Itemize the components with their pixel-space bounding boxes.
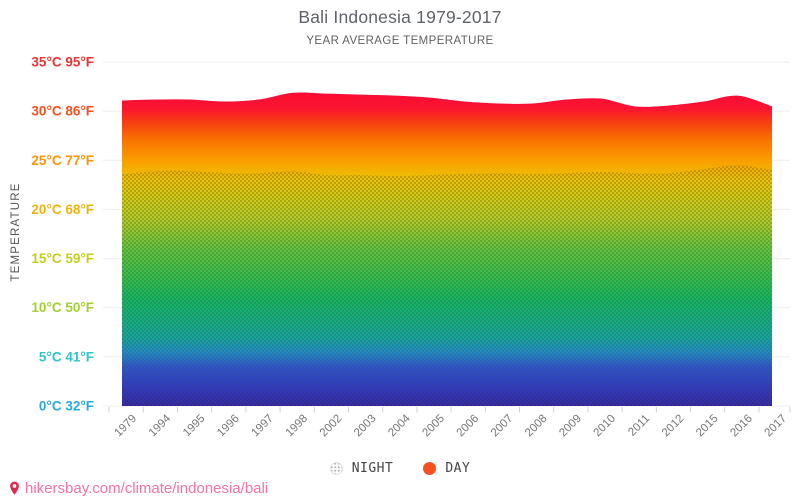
y-axis-label-15c: 15°C 59°F bbox=[31, 251, 94, 266]
x-axis-label-1998: 1998 bbox=[284, 413, 311, 440]
x-axis-label-2002: 2002 bbox=[318, 413, 345, 440]
night-swatch-icon bbox=[329, 462, 343, 475]
y-axis-label-5c: 5°C 41°F bbox=[39, 349, 94, 364]
x-axis-label-1996: 1996 bbox=[215, 413, 242, 440]
y-axis-label-25c: 25°C 77°F bbox=[31, 153, 94, 168]
x-axis-label-2008: 2008 bbox=[523, 413, 550, 440]
chart-legend: NIGHT DAY bbox=[0, 461, 800, 476]
day-swatch-icon bbox=[423, 462, 437, 475]
y-axis-label-30c: 30°C 86°F bbox=[31, 104, 94, 119]
legend-item-night[interactable]: NIGHT bbox=[329, 461, 394, 476]
footer-link-text: hikersbay.com/climate/indonesia/bali bbox=[25, 480, 269, 497]
y-axis-label-10c: 10°C 50°F bbox=[31, 300, 94, 315]
x-axis-label-2016: 2016 bbox=[728, 413, 755, 440]
location-pin-icon bbox=[10, 481, 19, 495]
legend-label-day: DAY bbox=[445, 461, 471, 476]
x-axis-label-2003: 2003 bbox=[352, 413, 379, 440]
x-axis-label-2017: 2017 bbox=[763, 413, 790, 440]
x-axis-label-1994: 1994 bbox=[147, 412, 174, 439]
x-axis-label-2007: 2007 bbox=[489, 413, 516, 440]
y-axis-label-35c: 35°C 95°F bbox=[31, 54, 94, 69]
x-axis-label-1997: 1997 bbox=[249, 413, 276, 440]
x-axis-label-2004: 2004 bbox=[386, 412, 413, 439]
x-axis-label-2005: 2005 bbox=[420, 413, 447, 440]
night-area-pattern bbox=[122, 165, 772, 406]
y-axis-label-0c: 0°C 32°F bbox=[39, 399, 94, 414]
legend-label-night: NIGHT bbox=[351, 461, 394, 476]
x-axis-label-2011: 2011 bbox=[626, 413, 652, 439]
x-axis-label-1995: 1995 bbox=[181, 413, 208, 440]
x-axis-label-2006: 2006 bbox=[455, 413, 482, 440]
x-axis-label-1979: 1979 bbox=[113, 413, 140, 440]
x-axis-label-2010: 2010 bbox=[591, 413, 618, 440]
x-axis-label-2012: 2012 bbox=[660, 413, 687, 440]
y-axis-label-20c: 20°C 68°F bbox=[31, 202, 94, 217]
x-axis-label-2009: 2009 bbox=[557, 413, 584, 440]
chart-canvas: 35°C 95°F 30°C 86°F 25°C 77°F 20°C 68°F 15°C… bbox=[31, 54, 791, 440]
chart-subtitle: YEAR AVERAGE TEMPERATURE bbox=[306, 35, 494, 47]
x-axis-label-2015: 2015 bbox=[694, 413, 721, 440]
legend-item-day[interactable]: DAY bbox=[423, 461, 470, 476]
day-line bbox=[121, 92, 773, 109]
chart-title: Bali Indonesia 1979-2017 bbox=[298, 7, 502, 27]
footer-site-link[interactable]: hikersbay.com/climate/indonesia/bali bbox=[7, 480, 268, 497]
